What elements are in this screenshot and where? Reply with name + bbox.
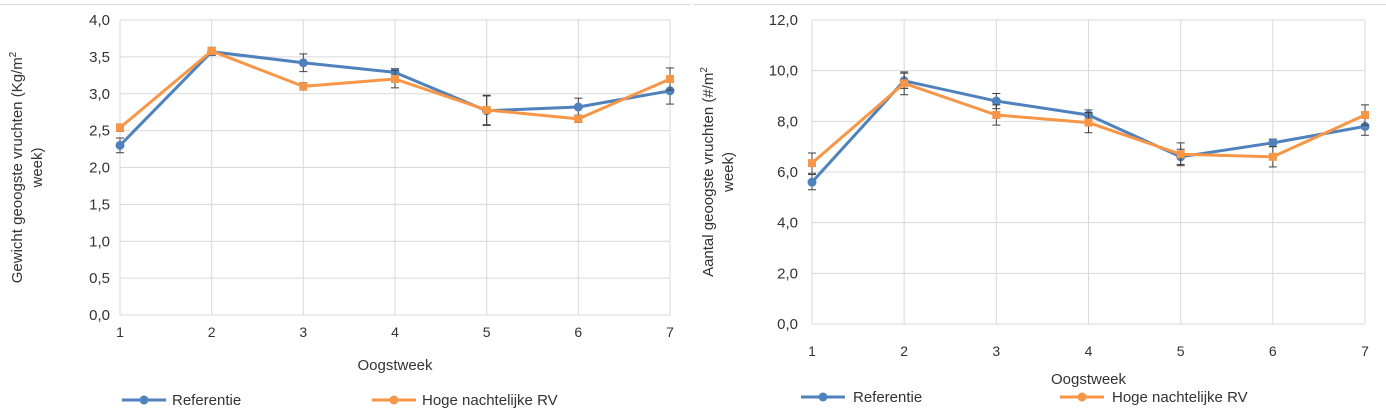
y-tick-label: 8,0 [777,113,798,130]
legend-label: Referentie [853,389,922,406]
y-tick-label: 2,5 [89,123,110,140]
x-tick-label: 7 [666,324,674,340]
data-point [573,102,583,112]
y-tick-label: 3,5 [89,49,110,66]
y-tick-label: 6,0 [777,164,798,181]
x-tick-label: 3 [299,324,307,340]
y-axis-label: Aantal geoogste vruchten (#/m2 week) [699,67,737,277]
y-tick-label: 0,5 [89,270,110,287]
y-axis-label-line2: week) [720,152,737,193]
data-point [1361,111,1369,119]
top-border-line [693,4,1386,5]
y-axis-label-line1: Gewicht geoogste vruchten (Kg/m [9,57,26,283]
series-hoge-nachtelijke-rv [808,71,1369,174]
data-point [992,111,1001,119]
y-axis-label-superscript: 2 [699,67,710,73]
x-tick-label: 1 [808,343,816,359]
y-tick-label: 4,0 [777,215,798,232]
data-point [807,177,817,187]
y-axis-label-line1: Aantal geoogste vruchten (#/m [700,73,717,277]
y-tick-label: 1,5 [89,196,110,213]
series-hoge-nachtelijke-rv [116,46,674,132]
x-axis-label: Oogstweek [357,357,433,374]
y-tick-label: 0,0 [777,316,798,333]
data-point [1084,118,1093,127]
x-tick-label: 6 [1269,343,1277,359]
data-point [207,46,216,55]
data-point [665,86,675,96]
legend-swatch-marker [139,395,149,405]
legend: Referentie Hoge nachtelijke RV [801,389,1248,406]
y-tick-label: 4,0 [89,12,110,29]
data-point [482,105,491,114]
x-tick-label: 1 [116,324,124,340]
legend-label: Hoge nachtelijke RV [422,392,558,409]
data-point [391,75,399,83]
y-axis-label: Gewicht geoogste vruchten (Kg/m2 week) [8,51,46,283]
data-point [1268,152,1277,161]
x-tick-label: 5 [1177,343,1185,359]
x-tick-label: 4 [1085,343,1093,359]
data-point [808,159,816,168]
data-point [298,58,308,68]
data-point [299,82,308,91]
data-point [116,123,124,132]
gridlines [119,19,671,316]
data-point [1268,138,1278,148]
y-axis-label-superscript: 2 [8,51,19,57]
y-axis-label-line2: week) [29,147,46,188]
gridlines [811,19,1366,325]
x-tick-label: 5 [483,324,491,340]
data-point [900,79,909,88]
y-tick-label: 12,0 [769,12,798,29]
x-tick-label: 3 [992,343,1000,359]
chart-weight: 0,0 0,5 1,0 1,5 2,0 2,5 3,0 3,5 4,0 1 2 3 4 5 6 7 Oogstw… [8,12,675,409]
chart-count: 0,0 2,0 4,0 6,0 8,0 10,0 12,0 1 2 3 4 5 6 7 Oogstweek A… [699,12,1370,406]
x-tick-label: 7 [1361,343,1369,359]
y-tick-label: 10,0 [769,63,798,80]
legend-label: Referentie [172,392,241,409]
x-tick-label: 2 [208,324,216,340]
x-tick-label: 6 [574,324,582,340]
data-point [1176,150,1185,159]
y-tick-label: 2,0 [89,160,110,177]
top-border-line [0,4,690,5]
legend-swatch-marker [389,395,399,405]
data-point [574,114,583,123]
data-point [1360,121,1370,131]
chart-count-panel: 0,0 2,0 4,0 6,0 8,0 10,0 12,0 1 2 3 4 5 6 7 Oogstweek A… [693,0,1386,420]
x-tick-label: 2 [900,343,908,359]
data-point [666,75,674,83]
y-tick-label: 2,0 [777,265,798,282]
legend: Referentie Hoge nachtelijke RV [122,392,558,409]
x-tick-label: 4 [391,324,399,340]
y-tick-label: 0,0 [89,307,110,324]
chart-weight-panel: 0,0 0,5 1,0 1,5 2,0 2,5 3,0 3,5 4,0 1 2 3 4 5 6 7 Oogstw… [0,0,690,420]
data-point [991,96,1001,106]
x-axis-label: Oogstweek [1051,371,1127,388]
data-point [115,140,125,150]
y-tick-label: 3,0 [89,86,110,103]
legend-swatch-marker [818,392,828,402]
legend-swatch-marker [1077,392,1087,402]
legend-label: Hoge nachtelijke RV [1112,389,1248,406]
y-tick-label: 1,0 [89,233,110,250]
